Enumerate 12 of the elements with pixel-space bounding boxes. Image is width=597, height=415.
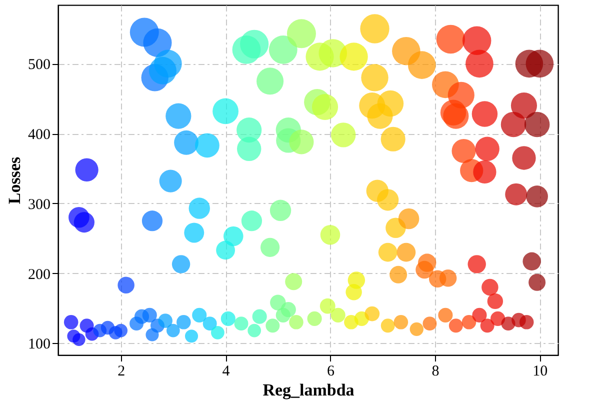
x-tick-label: 2	[118, 364, 126, 380]
x-axis-title: Reg_lambda	[262, 380, 355, 400]
y-tick-label: 300	[28, 196, 50, 213]
x-tick-label: 6	[327, 364, 335, 380]
y-tick-label: 200	[28, 266, 50, 283]
y-tick-label: 100	[28, 336, 50, 353]
x-tick-label: 4	[222, 364, 230, 380]
y-tick-label: 400	[28, 127, 50, 144]
x-tick-label: 10	[532, 364, 548, 380]
x-tick-label: 8	[432, 364, 440, 380]
y-axis-title: Losses	[5, 156, 24, 204]
y-tick-label: 500	[28, 57, 50, 74]
